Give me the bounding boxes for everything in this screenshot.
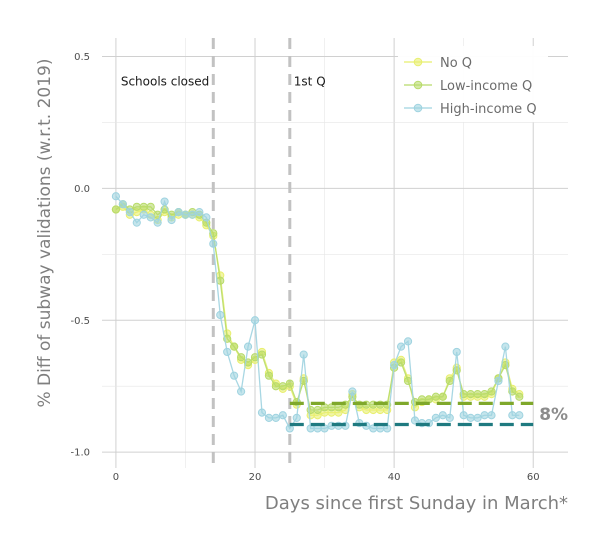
data-point: [278, 382, 287, 391]
x-tick-label: 60: [527, 472, 540, 483]
data-point: [445, 413, 454, 422]
data-point: [487, 411, 496, 420]
legend-marker: [413, 57, 423, 67]
data-point: [237, 353, 246, 362]
data-point: [167, 215, 176, 225]
data-point: [250, 316, 260, 325]
y-tick-label: -1.0: [70, 448, 90, 459]
data-point: [501, 342, 510, 351]
data-point: [264, 413, 274, 422]
axes: 0 20 40 60 -1.0 -0.5 0.0 0.5: [70, 52, 539, 483]
legend-marker: [413, 80, 423, 90]
data-point: [139, 202, 148, 211]
data-point: [237, 387, 246, 396]
x-tick-label: 0: [113, 472, 119, 483]
data-point: [292, 413, 301, 422]
event-label: 1st Q: [294, 74, 326, 88]
data-point: [452, 347, 461, 357]
data-point: [264, 371, 274, 380]
data-point: [188, 210, 197, 219]
data-point: [466, 390, 475, 399]
data-point: [174, 208, 183, 217]
data-point: [285, 379, 294, 388]
data-point: [431, 413, 440, 422]
y-tick-label: 0.0: [74, 184, 90, 195]
data-point: [438, 411, 447, 420]
x-tick-label: 20: [249, 472, 262, 483]
data-point: [313, 405, 322, 415]
data-point: [515, 411, 524, 420]
y-axis-title: % Diff of subway validations (w.r.t. 201…: [35, 58, 55, 407]
data-point: [118, 200, 127, 209]
legend-marker: [413, 103, 423, 113]
data-point: [473, 390, 482, 399]
data-point: [209, 239, 218, 248]
data-point: [431, 392, 440, 401]
data-point: [230, 342, 239, 351]
data-point: [223, 347, 232, 357]
data-point: [195, 208, 204, 217]
gap-label: 8%: [539, 405, 568, 425]
data-point: [390, 361, 399, 370]
legend-box: [398, 46, 548, 122]
data-point: [243, 342, 253, 351]
x-axis-title: Days since first Sunday in March*: [265, 493, 568, 514]
data-point: [160, 197, 169, 206]
data-point: [132, 202, 141, 211]
data-point: [250, 353, 260, 362]
data-point: [459, 411, 468, 420]
data-point: [146, 202, 155, 211]
data-point: [348, 387, 357, 396]
data-point: [132, 218, 141, 227]
data-point: [396, 358, 406, 367]
data-point: [271, 413, 280, 422]
y-tick-label: -0.5: [70, 316, 90, 327]
data-point: [111, 205, 121, 214]
legend-label: Low-income Q: [440, 79, 532, 94]
data-point: [403, 376, 413, 386]
legend-label: No Q: [440, 56, 472, 71]
data-point: [438, 392, 447, 401]
data-point: [202, 213, 211, 222]
data-point: [445, 376, 454, 386]
data-point: [181, 210, 190, 219]
data-point: [403, 337, 413, 346]
data-point: [271, 382, 280, 391]
data-point: [480, 411, 489, 420]
data-point: [515, 392, 524, 401]
data-point: [230, 371, 239, 380]
y-tick-label: 0.5: [74, 52, 90, 63]
event-lines: Schools closed 1st Q: [121, 38, 326, 468]
data-point: [466, 413, 475, 422]
data-point: [473, 413, 482, 422]
x-tick-label: 40: [388, 472, 401, 483]
data-point: [299, 350, 308, 359]
legend: No Q Low-income Q High-income Q: [398, 46, 548, 122]
data-point: [125, 208, 134, 217]
data-point: [216, 310, 225, 320]
series-layer: [111, 192, 524, 433]
data-point: [146, 213, 155, 222]
data-point: [257, 350, 267, 359]
reference-lines: [289, 401, 534, 427]
data-point: [139, 210, 148, 219]
event-label: Schools closed: [121, 74, 209, 88]
data-point: [487, 387, 496, 396]
legend-label: High-income Q: [440, 102, 537, 117]
data-point: [508, 411, 517, 420]
data-point: [257, 408, 267, 417]
data-point: [153, 218, 162, 227]
data-point: [494, 376, 503, 386]
grid: [102, 38, 568, 468]
data-point: [111, 192, 121, 201]
data-point: [396, 342, 406, 351]
data-point: [410, 416, 420, 425]
data-point: [480, 390, 489, 399]
data-point: [278, 411, 287, 420]
